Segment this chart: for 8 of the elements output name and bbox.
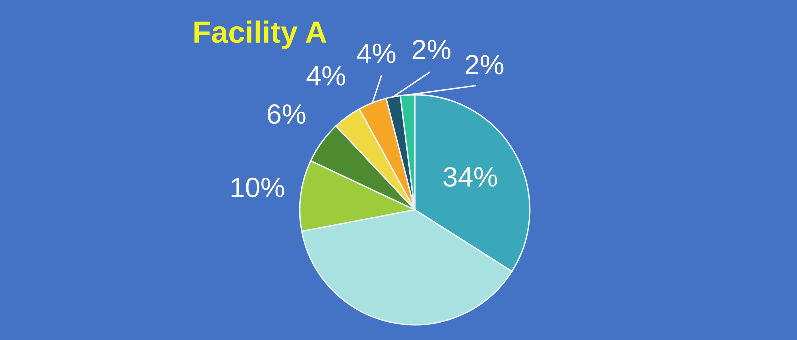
data-label: 4% <box>357 44 396 64</box>
data-label: 34% <box>444 167 498 187</box>
chart-title: Facility A <box>194 20 327 50</box>
data-label: 2% <box>412 40 451 60</box>
data-label: 4% <box>306 66 346 86</box>
data-label: 10% <box>232 178 284 198</box>
data-label: 6% <box>268 104 306 124</box>
data-label: 2% <box>466 55 504 75</box>
